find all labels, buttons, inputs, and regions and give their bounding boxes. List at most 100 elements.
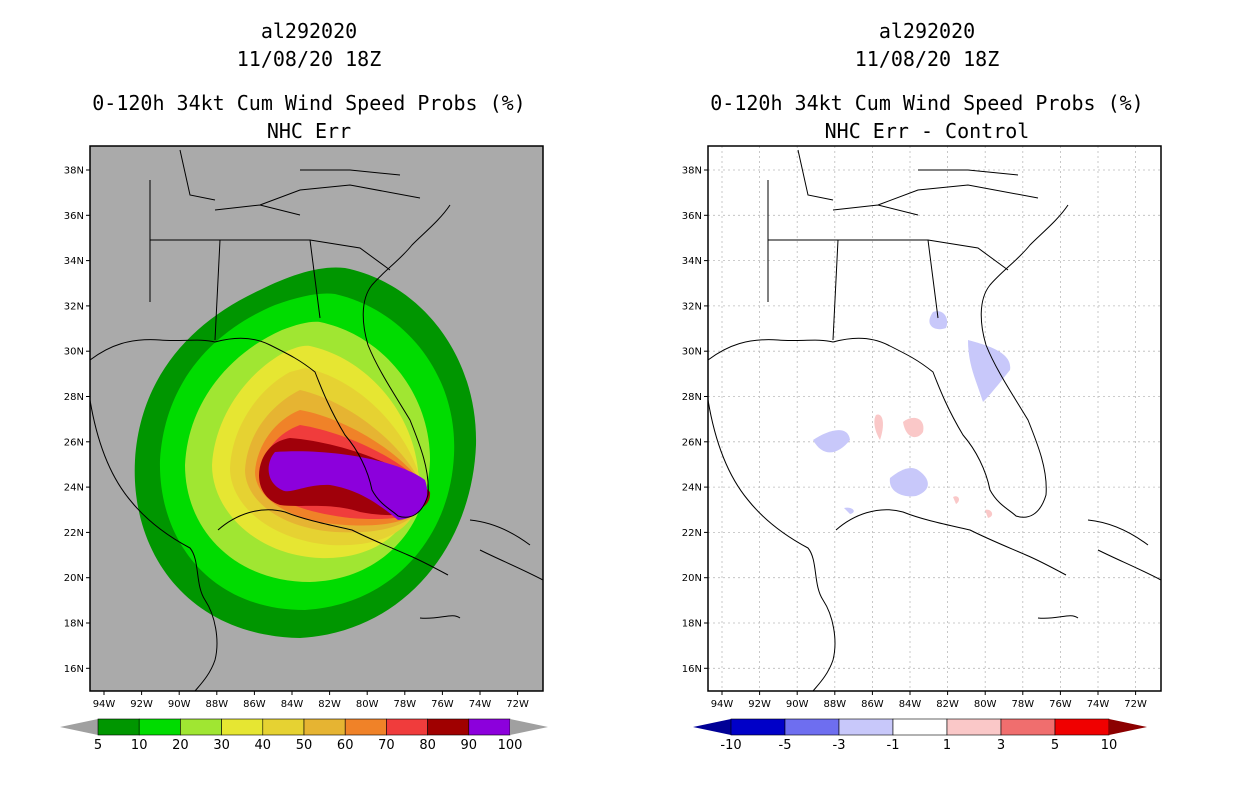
colorbar-label: 30 — [213, 738, 230, 753]
lat-label: 26N — [682, 437, 702, 448]
colorbar-extend-high — [510, 719, 548, 735]
colorbar-segment — [262, 718, 305, 736]
lon-label: 80W — [356, 699, 379, 710]
colorbar-label: 100 — [498, 738, 523, 753]
colorbar-segment — [1000, 718, 1056, 736]
colorbar-segment — [138, 718, 181, 736]
colorbar-extend-high — [1109, 719, 1147, 735]
colorbar-label: 70 — [378, 738, 395, 753]
blob-neg — [968, 340, 1011, 402]
lon-axis: 94W 92W 90W 88W 86W 84W 82W 80W 78W 76W 74W 72W — [93, 691, 529, 710]
lat-label: 16N — [682, 664, 702, 675]
lon-label: 90W — [168, 699, 191, 710]
lon-label: 72W — [1124, 699, 1147, 710]
lat-label: 38N — [64, 166, 84, 177]
lon-label: 80W — [974, 699, 997, 710]
colorbar-label: 50 — [296, 738, 313, 753]
colorbar-extend-low — [60, 719, 98, 735]
lon-label: 82W — [318, 699, 341, 710]
colorbar-segment — [946, 718, 1002, 736]
colorbar-segment — [180, 718, 222, 736]
coastlines — [707, 149, 1162, 692]
lon-label: 92W — [748, 699, 771, 710]
lat-label: 38N — [682, 166, 702, 177]
map-subtitle: NHC Err - Control — [824, 119, 1030, 143]
map-frame — [707, 145, 1162, 692]
colorbar-label: -3 — [833, 738, 846, 753]
colorbar-label: 90 — [461, 738, 478, 753]
lon-label: 88W — [205, 699, 228, 710]
lon-label: 74W — [469, 699, 492, 710]
colorbar-label: 80 — [419, 738, 436, 753]
colorbar: 5 10 20 30 40 50 60 70 80 90 100 — [60, 718, 548, 753]
lon-label: 84W — [899, 699, 922, 710]
blob-pos — [953, 496, 960, 504]
colorbar-segment — [303, 718, 346, 736]
blob-neg — [929, 311, 948, 330]
datetime: 11/08/20 18Z — [236, 47, 382, 71]
lon-label: 74W — [1087, 699, 1110, 710]
storm-id: al292020 — [878, 19, 976, 43]
difference-contours — [813, 311, 1011, 518]
colorbar-segment — [838, 718, 894, 736]
lon-axis: 94W 92W 90W 88W 86W 84W 82W 80W 78W 76W 74W 72W — [711, 691, 1147, 710]
datetime: 11/08/20 18Z — [854, 47, 1000, 71]
lon-label: 86W — [243, 699, 266, 710]
lat-label: 28N — [64, 392, 84, 403]
colorbar-segment — [468, 718, 511, 736]
colorbar-segment — [1054, 718, 1110, 736]
lon-label: 88W — [823, 699, 846, 710]
lat-label: 20N — [682, 573, 702, 584]
blob-neg — [813, 430, 850, 453]
lon-label: 90W — [786, 699, 809, 710]
lon-label: 76W — [431, 699, 454, 710]
colorbar-label: -10 — [720, 738, 741, 753]
colorbar: -10 -5 -3 -1 1 3 5 10 — [693, 718, 1147, 753]
colorbar-label: 10 — [1101, 738, 1118, 753]
colorbar-label: 60 — [337, 738, 354, 753]
colorbar-label: 10 — [131, 738, 148, 753]
lat-label: 22N — [682, 528, 702, 539]
colorbar-label: 5 — [1051, 738, 1059, 753]
colorbar-segment — [730, 718, 786, 736]
lat-label: 16N — [64, 664, 84, 675]
map-subtitle: NHC Err — [266, 119, 352, 143]
colorbar-segment — [221, 718, 264, 736]
lon-label: 86W — [861, 699, 884, 710]
right-panel: al292020 11/08/20 18Z 0-120h 34kt Cum Wi… — [618, 0, 1236, 800]
left-panel: al292020 11/08/20 18Z 0-120h 34kt Cum Wi… — [60, 19, 548, 753]
lat-label: 28N — [682, 392, 702, 403]
lon-label: 84W — [281, 699, 304, 710]
lat-label: 36N — [682, 211, 702, 222]
colorbar-extend-low — [693, 719, 731, 735]
colorbar-label: -5 — [779, 738, 792, 753]
lon-label: 82W — [936, 699, 959, 710]
storm-id: al292020 — [260, 19, 358, 43]
lat-label: 30N — [64, 347, 84, 358]
colorbar-segment — [784, 718, 840, 736]
colorbar-segment — [427, 718, 470, 736]
map-title: 0-120h 34kt Cum Wind Speed Probs (%) — [92, 91, 526, 115]
lon-label: 78W — [393, 699, 416, 710]
grid-lines — [708, 146, 1161, 691]
blob-neg — [889, 467, 928, 497]
map-frame — [89, 145, 544, 692]
probability-contours — [134, 267, 477, 638]
lat-label: 24N — [682, 483, 702, 494]
probability-map: 38N 36N 34N 32N 30N 28N 26N 24N 22N 20N 18N 16N 94W… — [60, 145, 548, 753]
colorbar-segment — [344, 718, 387, 736]
coastlines — [89, 149, 544, 692]
lat-label: 30N — [682, 347, 702, 358]
lat-label: 18N — [64, 619, 84, 630]
colorbar-segment — [97, 718, 140, 736]
colorbar-label: 20 — [172, 738, 189, 753]
contour-90 — [268, 451, 428, 520]
blob-neg — [844, 507, 854, 514]
lon-label: 78W — [1011, 699, 1034, 710]
lon-label: 76W — [1049, 699, 1072, 710]
map-title: 0-120h 34kt Cum Wind Speed Probs (%) — [710, 91, 1144, 115]
colorbar-label: 40 — [255, 738, 272, 753]
lon-label: 72W — [506, 699, 529, 710]
lat-label: 32N — [682, 301, 702, 312]
blob-pos — [985, 509, 993, 518]
